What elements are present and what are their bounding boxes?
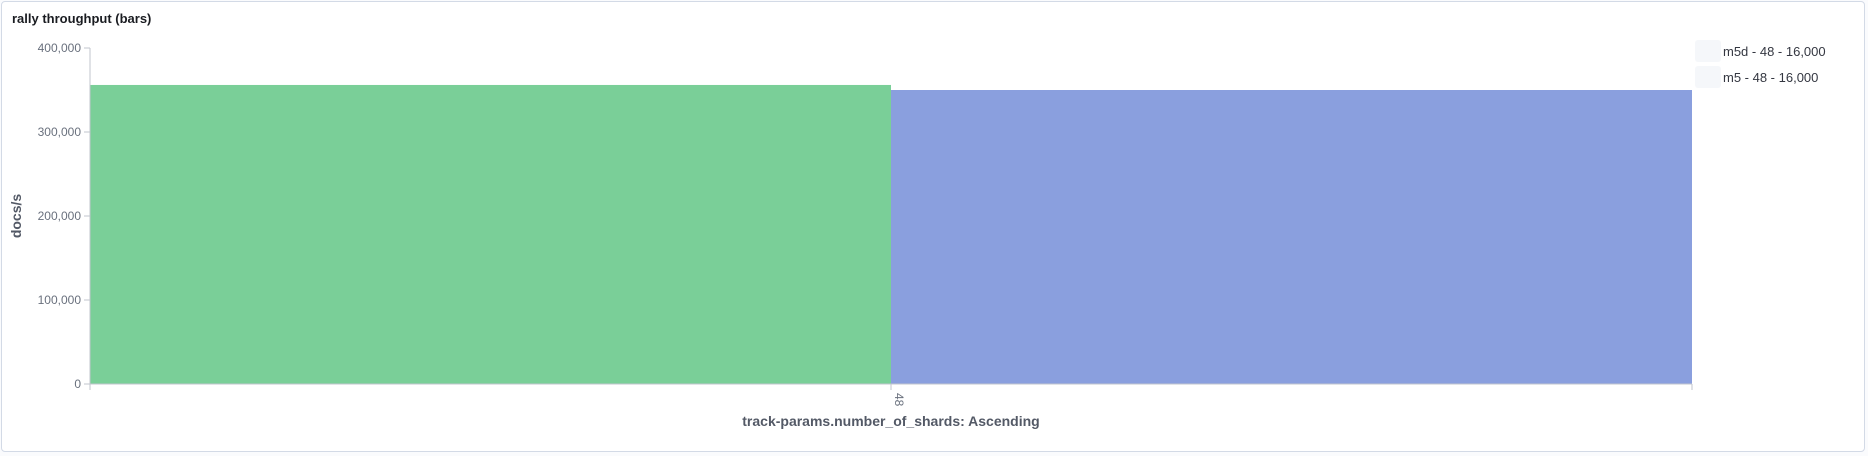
legend-swatch-icon (1695, 66, 1721, 88)
y-tick-label: 200,000 (38, 209, 82, 223)
chart-legend: m5d - 48 - 16,000 m5 - 48 - 16,000 (1695, 38, 1860, 90)
y-tick-label: 0 (74, 377, 81, 391)
x-tick-label: 48 (892, 393, 906, 407)
legend-item-m5[interactable]: m5 - 48 - 16,000 (1695, 64, 1860, 90)
legend-label: m5 - 48 - 16,000 (1723, 69, 1819, 85)
y-tick-label: 300,000 (38, 125, 82, 139)
x-axis-title: track-params.number_of_shards: Ascending (742, 413, 1039, 429)
panel-title: rally throughput (bars) (12, 11, 152, 26)
legend-item-m5d[interactable]: m5d - 48 - 16,000 (1695, 38, 1860, 64)
bar (891, 90, 1692, 384)
y-tick-label: 100,000 (38, 293, 82, 307)
y-axis-title: docs/s (8, 194, 24, 239)
y-tick-label: 400,000 (38, 41, 82, 55)
legend-swatch-icon (1695, 40, 1721, 62)
legend-label: m5d - 48 - 16,000 (1723, 43, 1826, 59)
bar (90, 84, 891, 385)
